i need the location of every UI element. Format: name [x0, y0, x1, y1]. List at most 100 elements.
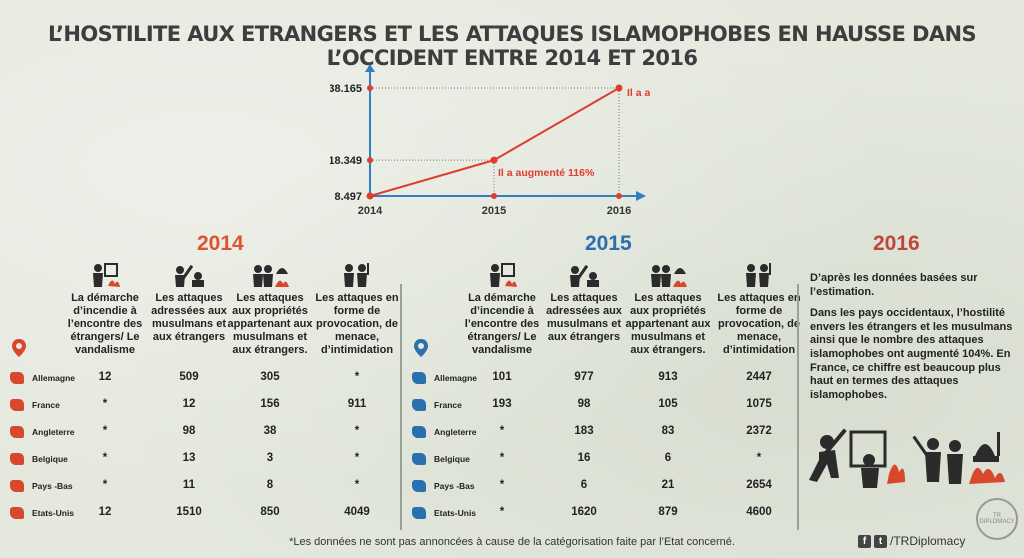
country-name: Belgique	[32, 454, 68, 464]
table-cell: *	[354, 371, 360, 383]
country-name: France	[32, 400, 60, 410]
threat-icon	[313, 260, 401, 288]
country-map-icon	[10, 480, 24, 492]
note-2016-line1: D’après les données basées sur l’estimat…	[810, 272, 978, 298]
line-chart: 8.497 2014 18.349 2015 38.165 2016 Il a augmen…	[330, 64, 650, 217]
column-header-2: Les attaques adressées aux musulmans et …	[145, 260, 233, 344]
table-cell: *	[102, 479, 108, 491]
x-tick-dot	[491, 193, 497, 199]
x-axis-arrow	[636, 191, 646, 201]
table-row: Etats-Unis	[10, 500, 96, 526]
column-header-3: Les attaques aux propriétés appartenant …	[624, 260, 712, 357]
table-cell: *	[102, 398, 108, 410]
table-row: Pays -Bas	[412, 473, 498, 499]
year-2014-heading: 2014	[197, 232, 244, 255]
column-header-label: Les attaques adressées aux musulmans et …	[546, 292, 622, 343]
table-cell: 6	[664, 452, 672, 464]
y-tick-label: 18.349	[330, 155, 362, 167]
table-cell: 12	[98, 506, 112, 518]
column-header-4: Les attaques en forme de provocation, de…	[313, 260, 401, 357]
country-name: Etats-Unis	[434, 508, 477, 518]
table-cell: *	[756, 452, 762, 464]
table-cell: 105	[658, 398, 678, 410]
y-tick-dot	[367, 157, 373, 164]
country-name: Angleterre	[434, 427, 477, 437]
table-row: Belgique	[412, 446, 498, 472]
divider-2015-2016	[797, 284, 799, 530]
country-map-icon	[10, 507, 24, 519]
table-cell: 977	[574, 371, 594, 383]
table-row: Allemagne	[412, 365, 498, 391]
attack-person-icon	[145, 260, 233, 288]
note-2016-line2: Dans les pays occidentaux, l’hostilité e…	[810, 307, 1013, 401]
table-row: France	[10, 392, 96, 418]
threat-icon	[715, 260, 803, 288]
table-cell: *	[354, 452, 360, 464]
social-links: f t /TRDiplomacy	[858, 534, 965, 548]
table-cell: 4600	[746, 506, 772, 518]
country-name: Etats-Unis	[32, 508, 75, 518]
property-attack-icon	[912, 432, 1005, 484]
y-tick-dot	[367, 85, 373, 91]
country-name: Pays -Bas	[32, 481, 73, 491]
table-cell: 98	[182, 425, 196, 437]
country-map-icon	[412, 399, 426, 411]
table-cell: 13	[182, 452, 196, 464]
table-cell: 83	[661, 425, 675, 437]
table-cell: 6	[580, 479, 588, 491]
table-cell: *	[499, 479, 505, 491]
table-cell: 12	[98, 371, 112, 383]
twitter-icon[interactable]: t	[874, 534, 887, 548]
property-attack-icon	[624, 260, 712, 288]
illustration-2016	[809, 428, 1005, 488]
table-cell: 98	[577, 398, 591, 410]
table-cell: 305	[260, 371, 280, 383]
x-tick-label: 2016	[607, 205, 631, 217]
data-point	[615, 84, 623, 92]
table-row: France	[412, 392, 498, 418]
country-map-icon	[412, 453, 426, 465]
table-cell: 11	[182, 479, 196, 491]
table-cell: 101	[492, 371, 512, 383]
x-tick-dot	[616, 193, 622, 199]
table-cell: *	[102, 425, 108, 437]
column-header-label: Les attaques aux propriétés appartenant …	[227, 292, 313, 356]
property-attack-icon	[226, 260, 314, 288]
table-cell: 4049	[344, 506, 370, 518]
country-map-icon	[412, 426, 426, 438]
table-cell: 183	[574, 425, 594, 437]
location-pin-icon	[12, 338, 26, 363]
attack-person-icon	[809, 428, 905, 488]
country-map-icon	[412, 480, 426, 492]
y-tick-label: 38.165	[330, 83, 362, 95]
column-header-label: La démarche d’incendie à l’encontre des …	[67, 292, 143, 356]
column-header-label: Les attaques adressées aux musulmans et …	[151, 292, 227, 343]
table-cell: 193	[492, 398, 512, 410]
table-cell: 12	[182, 398, 196, 410]
annotation-2015: Il a augmenté 116%	[498, 167, 595, 179]
table-cell: 2654	[746, 479, 772, 491]
country-map-icon	[10, 372, 24, 384]
table-cell: 913	[658, 371, 678, 383]
table-cell: 509	[179, 371, 199, 383]
table-cell: 3	[266, 452, 274, 464]
country-map-icon	[10, 399, 24, 411]
seal-text: TR DIPLOMACY	[979, 513, 1015, 525]
column-header-label: Les attaques aux propriétés appartenant …	[625, 292, 711, 356]
table-cell: *	[499, 425, 505, 437]
table-cell: 2447	[746, 371, 772, 383]
divider-2014-2015	[400, 284, 402, 530]
column-header-3: Les attaques aux propriétés appartenant …	[226, 260, 314, 357]
footnote: *Les données ne sont pas annoncées à cau…	[289, 536, 735, 548]
table-cell: 8	[266, 479, 274, 491]
column-header-label: Les attaques en forme de provocation, de…	[315, 292, 399, 356]
social-handle: /TRDiplomacy	[890, 534, 966, 548]
table-cell: 2372	[746, 425, 772, 437]
table-cell: 879	[658, 506, 678, 518]
country-name: Belgique	[434, 454, 470, 464]
facebook-icon[interactable]: f	[858, 534, 871, 548]
table-cell: 21	[661, 479, 675, 491]
table-row: Belgique	[10, 446, 96, 472]
location-pin-icon	[414, 338, 428, 363]
table-cell: *	[499, 506, 505, 518]
